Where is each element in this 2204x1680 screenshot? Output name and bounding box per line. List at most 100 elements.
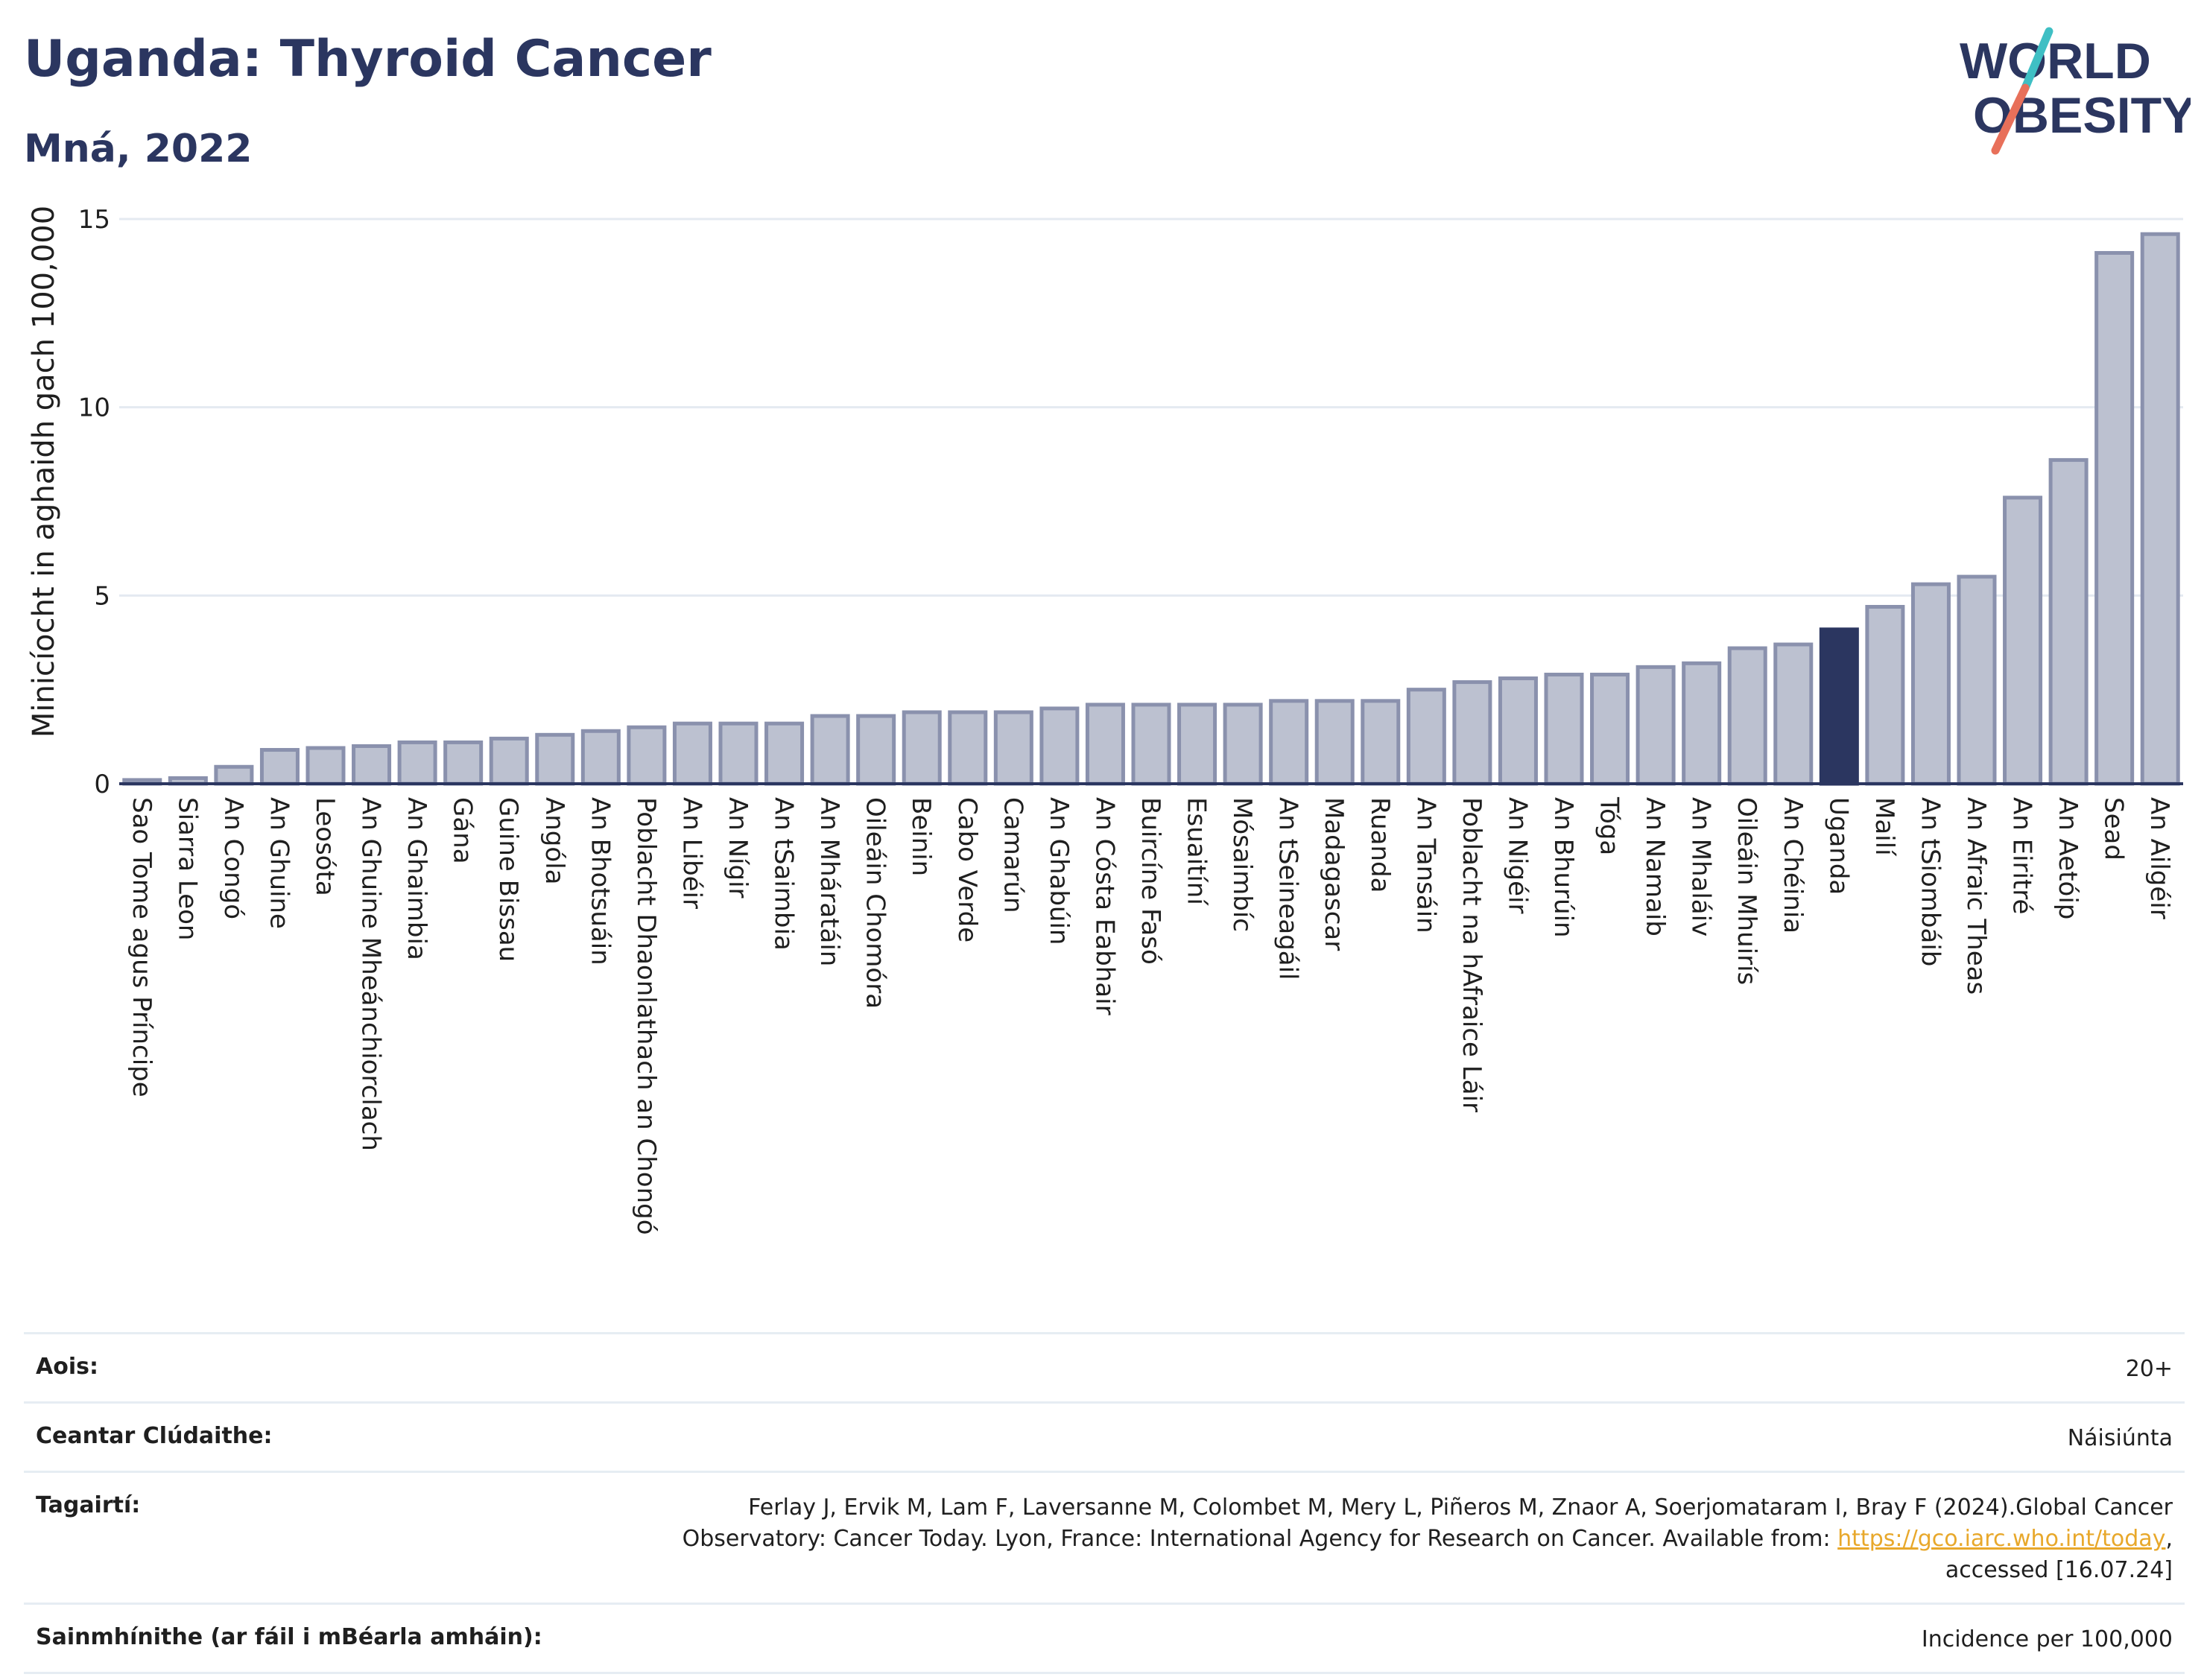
bar: [993, 710, 1033, 786]
bar: [1819, 627, 1859, 786]
x-tick-label: Siarra Leon: [172, 797, 202, 940]
bar: [1910, 582, 1951, 786]
bar: [1635, 665, 1676, 786]
x-tick-label: An Ghuine Mheánchiorclach: [356, 797, 386, 1151]
bar: [764, 721, 805, 786]
bar: [580, 729, 621, 786]
info-row-references: Tagairtí: Ferlay J, Ervik M, Lam F, Lave…: [24, 1471, 2185, 1603]
bar: [2140, 232, 2180, 786]
bar: [2048, 457, 2089, 786]
bar: [2094, 250, 2135, 786]
x-tick-label: An Ghabúin: [1044, 797, 1074, 945]
x-tick-label: Esuaitíní: [1182, 797, 1212, 906]
y-tick-label: 5: [94, 581, 110, 611]
x-tick-label: An Namaib: [1640, 797, 1670, 936]
bar: [443, 740, 484, 786]
x-tick-label: Beinin: [906, 797, 936, 876]
page-subtitle: Mná, 2022: [24, 127, 253, 171]
x-tick-label: An Aetóip: [2053, 797, 2083, 919]
area-value: Náisiúnta: [2067, 1425, 2173, 1451]
bar: [489, 736, 529, 786]
reference-text-4: accessed [16.07.24]: [1945, 1557, 2173, 1583]
bar: [1223, 703, 1263, 786]
y-axis-title: Minicíocht in aghaidh gach 100,000: [27, 206, 61, 738]
x-tick-label: Oileáin Mhuirís: [1732, 797, 1761, 985]
world-obesity-logo: WORLD OBESITY: [1960, 27, 2191, 155]
x-tick-label: An tSaimbia: [769, 797, 799, 951]
age-label: Aois:: [36, 1354, 98, 1380]
x-tick-label: Cabo Verde: [952, 797, 982, 942]
bar-chart: 0 5 10 15 Minicíocht in aghaidh gach 100,000…: [27, 205, 2183, 1235]
reference-text-1: Ferlay J, Ervik M, Lam F, Laversanne M, …: [748, 1494, 2173, 1521]
bar: [1177, 703, 1217, 786]
page-title: Uganda: Thyroid Cancer: [24, 30, 712, 89]
x-tick-label: An Congó: [218, 797, 248, 919]
x-tick-label: Gána: [448, 797, 478, 864]
bar: [672, 721, 712, 786]
x-tick-label: Camarún: [998, 797, 1027, 913]
x-tick-label: Oileáin Chomóra: [861, 797, 890, 1009]
y-tick-label: 10: [78, 393, 110, 423]
reference-link[interactable]: https://gco.iarc.who.int/today: [1837, 1526, 2166, 1552]
x-tick-label: Buircíne Fasó: [1136, 797, 1165, 965]
x-tick-label: Uganda: [1823, 797, 1853, 895]
y-tick-label: 0: [94, 770, 110, 799]
bar: [1498, 676, 1538, 786]
bar: [1452, 680, 1492, 786]
bar: [948, 710, 988, 786]
x-tick-label: An Ghuine: [264, 797, 294, 929]
x-tick-label: An Mháratáin: [814, 797, 844, 966]
x-tick-label: An Ailgéir: [2144, 797, 2174, 919]
bar: [535, 732, 575, 786]
references-value: Ferlay J, Ervik M, Lam F, Laversanne M, …: [683, 1492, 2173, 1586]
bar: [1957, 574, 1997, 786]
bar: [1682, 661, 1722, 786]
x-tick-label: An Cósta Eabhair: [1089, 797, 1119, 1015]
bar: [902, 710, 942, 786]
bar: [1406, 688, 1446, 786]
bar: [1039, 706, 1080, 786]
logo-slash-bottom: [1991, 83, 2030, 155]
x-tick-label: An Chéinia: [1778, 797, 1808, 933]
bar: [718, 721, 759, 786]
x-tick-label: Leosóta: [310, 797, 340, 896]
bar: [627, 725, 667, 786]
x-tick-label: Ruanda: [1365, 797, 1395, 893]
x-tick-label: Mósaimbíc: [1227, 797, 1257, 932]
definitions-label: Sainmhínithe (ar fáil i mBéarla amháin):: [36, 1624, 542, 1650]
logo-text-world: WORLD: [1960, 33, 2151, 89]
x-tick-label: An tSiombáib: [1915, 797, 1945, 966]
x-tick-label: An tSeineagáil: [1273, 797, 1303, 980]
bar: [1085, 703, 1125, 786]
bar: [352, 744, 392, 786]
x-tick-label: An Nigéir: [1502, 797, 1532, 913]
area-label: Ceantar Clúdaithe:: [36, 1423, 273, 1449]
info-row-definitions: Sainmhínithe (ar fáil i mBéarla amháin):…: [24, 1603, 2185, 1674]
bar: [1865, 604, 1905, 786]
bar: [1314, 699, 1355, 786]
x-tick-label: Tóga: [1595, 796, 1624, 855]
x-tick-label: Guine Bissau: [493, 797, 523, 962]
x-tick-label: An Tansáin: [1410, 797, 1440, 933]
bar: [2003, 495, 2043, 786]
y-tick-label: 15: [78, 205, 110, 235]
definitions-value: Incidence per 100,000: [1921, 1626, 2173, 1652]
bar: [1727, 646, 1767, 786]
x-tick-label: Madagascar: [1319, 797, 1349, 951]
x-tick-label: Poblacht Dhaonlathach an Chongó: [631, 797, 661, 1235]
bar: [1773, 642, 1814, 786]
info-row-area: Ceantar Clúdaithe: Náisiúnta: [24, 1401, 2185, 1471]
x-tick-label: An Bhurúin: [1548, 797, 1578, 938]
info-table: Aois: 20+ Ceantar Clúdaithe: Náisiúnta T…: [24, 1332, 2185, 1674]
x-tick-label: Mailí: [1869, 797, 1899, 857]
references-label: Tagairtí:: [36, 1492, 141, 1518]
bar: [259, 748, 300, 786]
reference-text-3: ,: [2165, 1526, 2173, 1552]
bar: [1590, 672, 1630, 786]
bar: [1131, 703, 1171, 786]
x-tick-label: An Afraic Theas: [1961, 797, 1991, 995]
x-tick-label: An Libéir: [677, 797, 706, 909]
x-tick-label: Sao Tome agus Príncipe: [127, 797, 156, 1097]
x-tick-label: An Bhotsuáin: [585, 797, 615, 966]
bar: [856, 714, 896, 786]
